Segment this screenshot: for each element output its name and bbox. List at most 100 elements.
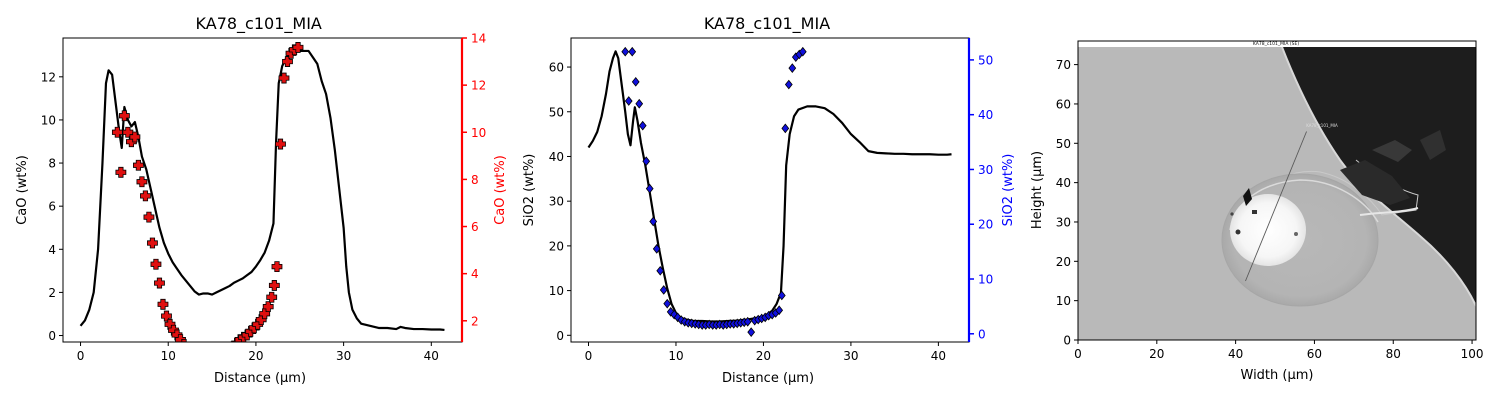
- sio2-y2-tick-label: 40: [978, 108, 993, 122]
- cao-y2-axis-label: CaO (wt%): [493, 155, 508, 225]
- melt-inclusion: [1230, 194, 1306, 266]
- cao-data-point: [157, 298, 169, 310]
- cao-y-tick-label: 0: [48, 329, 56, 343]
- cao-data-point: [136, 176, 148, 188]
- cao-data-point: [197, 351, 207, 361]
- cao-data-point: [115, 166, 127, 178]
- sem-y-tick-label: 40: [1056, 176, 1071, 190]
- sio2-x-tick-label: 30: [843, 349, 858, 363]
- sio2-x-tick-label: 0: [585, 349, 593, 363]
- sem-y-tick-label: 0: [1063, 334, 1071, 348]
- sio2-data-point: [784, 79, 793, 90]
- sio2-data-point: [652, 244, 661, 254]
- sem-image: KA78_c101_MIA (SE) KA78_c101_MIA: [1078, 41, 1476, 340]
- sio2-y2-tick-label: 20: [978, 218, 993, 232]
- cao-data-point: [292, 42, 304, 53]
- sio2-y2-axis-label: SiO2 (wt%): [1001, 154, 1016, 227]
- sio2-plot-frame: [570, 37, 970, 343]
- sio2-y-tick-label: 30: [549, 195, 564, 209]
- sio2-data-point: [747, 327, 756, 337]
- cao-y2-tick-label: 10: [471, 126, 486, 140]
- sem-x-tick-label: 0: [1074, 347, 1082, 361]
- sio2-data-point: [638, 120, 647, 131]
- cao-data-point: [211, 352, 221, 362]
- sio2-data-point: [631, 76, 640, 87]
- cao-data-point: [271, 261, 283, 272]
- cao-data-point: [190, 352, 200, 362]
- cao-y-tick-label: 8: [48, 157, 56, 171]
- cao-y-tick-label: 6: [48, 200, 56, 214]
- cao-x-tick-label: 40: [424, 349, 439, 363]
- sio2-data-point: [645, 183, 654, 194]
- sem-x-tick-label: 80: [1386, 347, 1401, 361]
- cao-data-point: [143, 211, 155, 223]
- cao-x-axis-label: Distance (µm): [214, 371, 306, 386]
- cao-y2-tick-label: 12: [471, 79, 486, 93]
- sem-overlay-label: KA78_c101_MIA: [1306, 123, 1338, 128]
- cao-data-point: [268, 280, 280, 291]
- cao-data-point: [111, 126, 123, 138]
- cao-y-tick-label: 4: [48, 243, 56, 257]
- cao-y2-tick-label: 8: [471, 173, 479, 187]
- cao-x-tick-label: 0: [77, 349, 85, 363]
- sio2-data-point: [777, 290, 786, 301]
- cao-data-point: [178, 338, 190, 342]
- sio2-y-tick-label: 40: [549, 150, 564, 164]
- sem-y-tick-label: 70: [1056, 58, 1071, 72]
- sem-x-tick-label: 20: [1149, 347, 1164, 361]
- cao-data-point: [193, 352, 203, 362]
- sio2-y2-tick-label: 30: [978, 163, 993, 177]
- sio2-y2-tick-label: 50: [978, 53, 993, 67]
- cao-data-point: [183, 345, 193, 355]
- sem-x-tick-label: 40: [1228, 347, 1243, 361]
- cao-chart-title: KA78_c101_MIA: [196, 14, 322, 34]
- cao-data-point: [266, 291, 278, 303]
- sio2-data-point: [775, 305, 784, 316]
- sio2-y2-tick-label: 0: [978, 327, 986, 341]
- cao-data-point: [186, 350, 196, 360]
- cao-data-point: [214, 350, 224, 360]
- sio2-data-point: [624, 96, 633, 106]
- sio2-data-point: [663, 298, 672, 309]
- sio2-profile-line: [587, 50, 952, 323]
- sio2-y-axis-label: SiO2 (wt%): [522, 154, 537, 227]
- cao-data-point: [147, 237, 158, 249]
- sem-y-tick-label: 20: [1056, 255, 1071, 269]
- cao-data-point: [200, 350, 210, 360]
- sem-frame: [1077, 40, 1477, 341]
- cao-data-point: [218, 349, 228, 359]
- sio2-data-point: [659, 285, 668, 295]
- cao-data-point: [282, 56, 293, 67]
- sio2-x-tick-label: 10: [668, 349, 683, 363]
- sio2-y-tick-label: 10: [549, 284, 564, 298]
- sio2-data-point: [670, 309, 679, 320]
- cao-y-tick-label: 10: [41, 113, 56, 127]
- cao-x-tick-label: 30: [336, 349, 351, 363]
- sio2-chart: KA78_c101_MIA 0 10 20 30 40 0 10 20 30 40 50 60 0 10 2…: [522, 14, 1016, 386]
- sio2-x-axis-label: Distance (µm): [722, 371, 814, 386]
- cao-y2-tick-label: 14: [471, 32, 486, 46]
- cao-data-point: [225, 344, 235, 354]
- sem-y-tick-label: 60: [1056, 97, 1071, 111]
- cao-data-point: [129, 131, 141, 143]
- cao-data-point: [262, 301, 274, 313]
- cao-data-point: [150, 258, 162, 270]
- sio2-data-point: [628, 46, 637, 57]
- sio2-y-tick-label: 20: [549, 239, 564, 253]
- cao-data-point: [118, 110, 130, 122]
- sem-x-axis-label: Width (µm): [1241, 368, 1314, 383]
- cao-data-point: [133, 159, 144, 171]
- cao-x-tick-label: 20: [248, 349, 263, 363]
- cao-y2-tick-label: 2: [471, 314, 479, 328]
- sio2-data-point: [743, 316, 752, 327]
- sio2-data-point: [621, 46, 630, 57]
- sio2-chart-title: KA78_c101_MIA: [704, 14, 830, 34]
- sem-image-panel: KA78_c101_MIA (SE) KA78_c101_MIA 0 20 40 60…: [1030, 40, 1484, 383]
- cao-data-point: [278, 72, 290, 84]
- cao-y2-tick-label: 4: [471, 267, 479, 281]
- sio2-data-point: [788, 63, 797, 73]
- cao-x-tick-label: 10: [161, 349, 176, 363]
- sio2-data-point: [649, 216, 658, 227]
- cao-profile-line: [79, 48, 445, 332]
- sio2-data-point: [635, 98, 644, 109]
